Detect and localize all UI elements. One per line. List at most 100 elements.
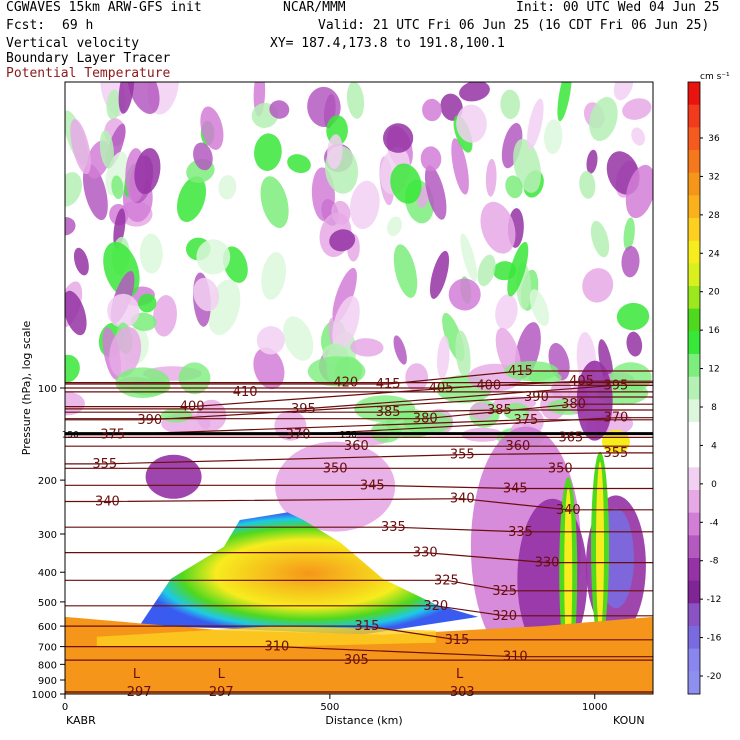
field-vertical-velocity: Vertical velocity [6, 36, 140, 51]
forecast-hour: 69 h [62, 18, 94, 33]
y-tick-label: 700 [38, 643, 57, 654]
colorbar-label: 32 [708, 172, 719, 182]
theta-contour [65, 526, 653, 533]
wave-cell [261, 252, 286, 300]
colorbar-swatch [688, 580, 700, 604]
wave-cell [448, 278, 481, 311]
theta-contour-label: 405 [569, 374, 594, 389]
x-tick-label: 1000 [582, 702, 607, 713]
wave-cell [193, 277, 220, 312]
wave-cell [327, 134, 343, 170]
updraft-top [601, 429, 630, 454]
wave-cell [127, 82, 160, 114]
updraft-core [564, 487, 573, 658]
theta-contour-label: 410 [233, 385, 258, 400]
wave-cell [480, 201, 516, 254]
colorbar-swatch [688, 104, 700, 128]
colorbar-swatch [688, 490, 700, 514]
wave-cell [455, 330, 471, 379]
theta-contour-label: 330 [413, 546, 438, 561]
theta-contour-label: 360 [506, 439, 531, 454]
theta-contour [65, 380, 653, 389]
theta-contour-label: 345 [503, 481, 528, 496]
theta-contour [65, 498, 653, 511]
colorbar-swatch [688, 512, 700, 536]
theta-contour-label: 415 [376, 377, 401, 392]
wave-cell [350, 338, 384, 357]
colorbar-label: 0 [711, 480, 717, 490]
init-time: Init: 00 UTC Wed 04 Jun 25 [516, 0, 720, 15]
valid-time: Valid: 21 UTC Fri 06 Jun 25 (16 CDT Fri … [318, 18, 710, 33]
wave-cell [70, 119, 91, 175]
y-tick-label: 800 [38, 660, 57, 671]
wave-cell [527, 98, 544, 150]
wave-cell [590, 220, 610, 258]
y-tick-label: 1000 [32, 690, 57, 701]
wave-cell [420, 146, 442, 172]
theta-contour-label: 297 [127, 685, 152, 700]
theta-contour-label: 370 [286, 428, 311, 443]
colorbar-frame [687, 81, 701, 695]
theta-contour-label: 297 [209, 685, 234, 700]
wave-cell [582, 268, 614, 303]
wave-cell [193, 142, 213, 171]
wave-cell [625, 164, 653, 219]
theta-contour [65, 646, 653, 658]
theta-contour-label: 315 [445, 633, 470, 648]
colorbar-swatch [688, 354, 700, 378]
theta-contour-label: 315 [355, 619, 380, 634]
y-tick-label: 400 [38, 568, 57, 579]
theta-contour-label: 360 [344, 439, 369, 454]
colorbar-swatch [688, 218, 700, 242]
theta-contour-label: 320 [423, 599, 448, 614]
theta-contour-label: 340 [95, 495, 120, 510]
wave-cell [621, 246, 640, 278]
wave-cell [586, 149, 598, 174]
wave-cell [196, 239, 231, 275]
theta-contour-label: 400 [180, 400, 205, 415]
colorbar-label: -16 [707, 634, 722, 644]
wave-cell [260, 176, 289, 229]
theta-contour-label: 380 [413, 412, 438, 427]
wave-cell [393, 335, 407, 365]
y-tick-label: 100 [38, 384, 57, 395]
wave-cell [73, 247, 89, 276]
wave-cell [459, 82, 490, 102]
wave-cell [424, 165, 447, 220]
wave-cell [507, 241, 529, 297]
left-station-label: KABR [66, 714, 96, 727]
colorbar-swatch [688, 286, 700, 310]
y-tick-label: 200 [38, 476, 57, 487]
wave-cell [349, 180, 380, 230]
theta-contour [65, 625, 653, 641]
theta-contour-label: 320 [492, 609, 517, 624]
wave-cell [65, 290, 87, 336]
theta-contour-label: 340 [556, 503, 581, 518]
surface-band [96, 626, 436, 647]
theta-contour-label: 385 [376, 405, 401, 420]
theta-contours [65, 370, 653, 693]
tropopause-label: 150 [340, 431, 357, 441]
theta-contour-label: 400 [476, 378, 501, 393]
model-title: CGWAVES 15km ARW-GFS init [6, 0, 202, 15]
colorbar-label: -20 [707, 672, 722, 682]
colorbar-swatch [688, 648, 700, 672]
theta-contour-label: 325 [492, 584, 517, 599]
cross-section-endpoints: XY= 187.4,173.8 to 191.8,100.1 [270, 36, 505, 51]
wave-cell [616, 302, 650, 331]
theta-contour-label: 325 [434, 573, 459, 588]
wave-cell [178, 362, 211, 395]
colorbar-swatch [688, 308, 700, 332]
updraft-core [596, 461, 605, 632]
theta-contour-label: 390 [137, 413, 162, 428]
theta-contour-label: 355 [92, 457, 117, 472]
wave-cell [153, 295, 177, 337]
theta-contour [65, 552, 653, 564]
wave-cell [429, 250, 450, 299]
wave-cell [500, 89, 521, 119]
colorbar-swatch [688, 150, 700, 174]
theta-contour [65, 409, 653, 413]
right-station-label: KOUN [613, 714, 645, 727]
wave-cell [513, 138, 542, 193]
